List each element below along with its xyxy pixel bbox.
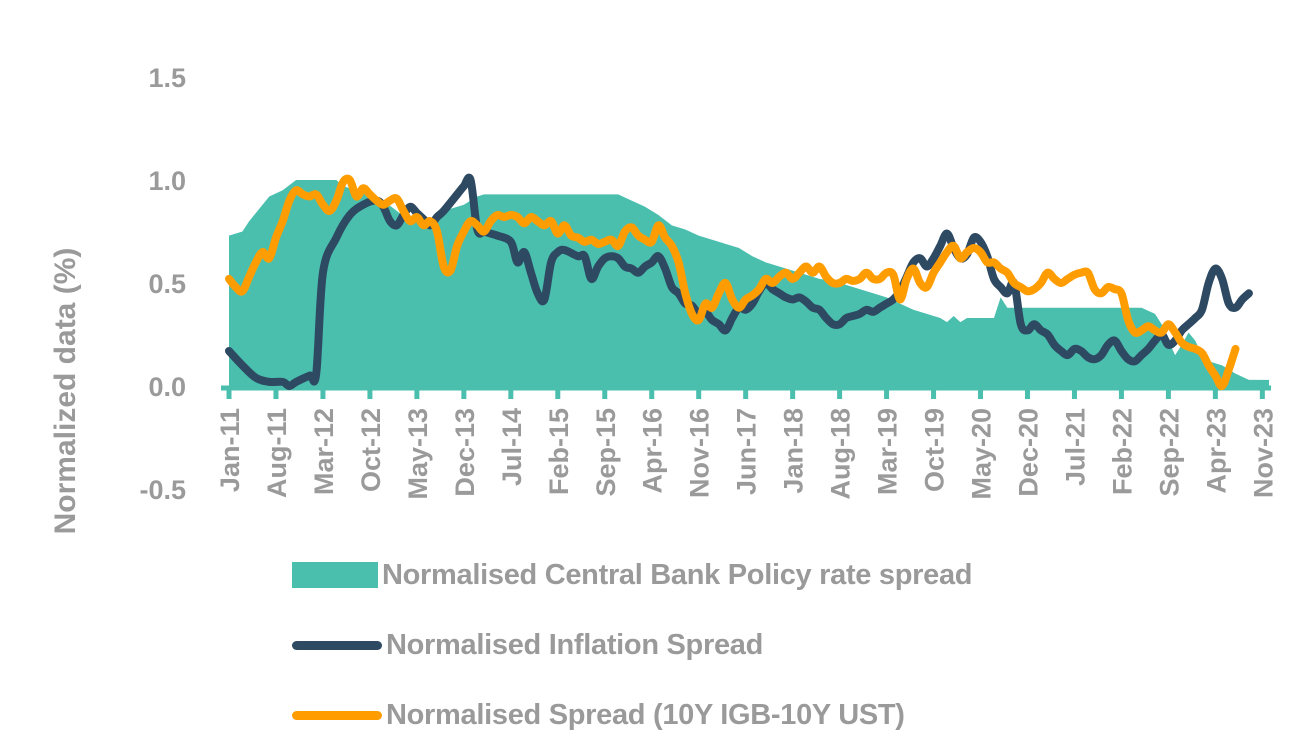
x-tick-label: Nov-23 <box>1248 408 1278 498</box>
x-tick-label: Jan-11 <box>215 408 245 492</box>
x-tick-label: Sep-15 <box>591 408 621 497</box>
x-tick-label: Jan-18 <box>779 408 809 494</box>
x-tick-label: Nov-16 <box>685 408 715 498</box>
line-bond-spread <box>225 174 1240 391</box>
legend: Normalised Central Bank Policy rate spre… <box>292 540 972 750</box>
y-tick-label: -0.5 <box>139 475 186 505</box>
x-tick-label: Sep-22 <box>1154 408 1184 497</box>
legend-item-policy-rate[interactable]: Normalised Central Bank Policy rate spre… <box>292 540 972 610</box>
legend-label: Normalised Inflation Spread <box>386 628 764 661</box>
y-tick-label: 1.5 <box>148 63 186 93</box>
legend-swatch-line <box>292 710 382 720</box>
legend-label: Normalised Spread (10Y IGB-10Y UST) <box>386 698 905 731</box>
y-tick-label: 0.5 <box>148 269 186 299</box>
legend-item-inflation[interactable]: Normalised Inflation Spread <box>292 610 972 680</box>
x-tick-label: Jun-17 <box>732 408 762 495</box>
x-tick-label: May-20 <box>967 408 997 500</box>
y-axis-title: Normalized data (%) <box>49 248 82 535</box>
x-tick-label: Feb-15 <box>544 408 574 495</box>
x-tick-label: Oct-19 <box>920 408 950 492</box>
legend-swatch-line <box>292 640 382 650</box>
x-tick-label: Dec-13 <box>450 408 480 497</box>
x-tick-label: Mar-19 <box>873 408 903 495</box>
legend-swatch-area <box>292 562 378 588</box>
x-axis-ticks: Jan-11 Aug-11 Mar-12 Oct-12 May-13 Dec-13 Jul-… <box>215 408 1278 500</box>
line-layer <box>225 173 1253 391</box>
x-axis <box>221 385 1272 399</box>
x-tick-label: Dec-20 <box>1013 408 1043 497</box>
x-tick-label: Aug-18 <box>826 408 856 500</box>
x-tick-label: Apr-16 <box>638 408 668 494</box>
x-tick-label: Jul-21 <box>1060 408 1090 486</box>
x-tick-label: Feb-22 <box>1107 408 1137 495</box>
y-axis-ticks: -0.5 0.0 0.5 1.0 1.5 <box>139 63 186 505</box>
x-tick-label: May-13 <box>403 408 433 500</box>
x-tick-label: Oct-12 <box>356 408 386 492</box>
legend-item-bond-spread[interactable]: Normalised Spread (10Y IGB-10Y UST) <box>292 680 972 750</box>
line-inflation-spread <box>225 173 1253 390</box>
y-tick-label: 1.0 <box>148 166 186 196</box>
x-tick-label: Aug-11 <box>262 408 292 498</box>
legend-label: Normalised Central Bank Policy rate spre… <box>382 558 973 591</box>
x-tick-label: Apr-23 <box>1201 408 1231 494</box>
x-tick-label: Mar-12 <box>309 408 339 495</box>
x-tick-label: Jul-14 <box>497 408 527 486</box>
y-tick-label: 0.0 <box>148 372 186 402</box>
